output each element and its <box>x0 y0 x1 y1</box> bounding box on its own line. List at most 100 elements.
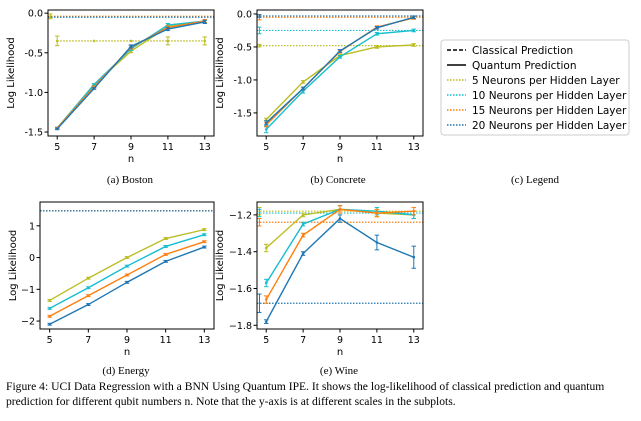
subplot-label: (d) Energy <box>102 365 150 377</box>
series-line-15-quantum <box>265 208 414 300</box>
data-point <box>48 315 51 318</box>
legend-box <box>440 39 630 136</box>
y-tick-label: 1 <box>29 221 35 232</box>
x-tick-label: 9 <box>124 335 130 346</box>
x-tick-label: 7 <box>300 142 306 153</box>
data-point <box>264 121 268 125</box>
legend-label: 5 Neurons per Hidden Layer <box>472 75 620 87</box>
x-tick-label: 11 <box>162 142 174 153</box>
series-line-15-quantum <box>265 17 414 126</box>
y-tick-label: −2 <box>21 317 35 328</box>
legend-label: Classical Prediction <box>472 45 573 57</box>
y-tick-label: −1.6 <box>229 284 252 295</box>
x-tick-label: 5 <box>47 335 53 346</box>
data-point <box>164 245 167 248</box>
data-point <box>203 233 206 237</box>
legend: Classical Prediction Quantum Prediction 5 … <box>440 39 630 186</box>
data-point <box>375 26 379 30</box>
subplot-label: (b) Concrete <box>310 174 365 186</box>
y-axis-label: Log Likelihood <box>215 230 226 301</box>
series-line-10-quantum <box>56 20 205 129</box>
data-point <box>203 228 206 231</box>
x-tick-label: 9 <box>128 142 134 153</box>
x-tick-label: 7 <box>85 335 91 346</box>
y-tick-label: -1.0 <box>24 88 43 99</box>
data-point <box>375 211 379 215</box>
y-axis-label: Log Likelihood <box>6 37 17 108</box>
y-tick-label: -1.0 <box>233 75 252 86</box>
data-point <box>203 240 206 243</box>
legend-label: 10 Neurons per Hidden Layer <box>472 90 627 102</box>
data-point <box>264 118 268 121</box>
data-point <box>375 45 379 49</box>
y-tick-label: −1 <box>21 285 35 296</box>
data-point <box>301 222 305 226</box>
data-point <box>87 294 90 297</box>
series-line-15-quantum <box>56 20 205 129</box>
legend-label: Quantum Prediction <box>472 60 577 72</box>
data-point <box>412 43 416 47</box>
data-point <box>92 83 96 86</box>
y-axis-label: Log Likelihood <box>215 37 226 108</box>
data-point <box>164 253 167 256</box>
x-tick-label: 11 <box>160 335 172 346</box>
x-axis-label: n <box>124 347 130 358</box>
y-tick-label: -0.5 <box>24 48 43 59</box>
data-point <box>301 252 305 255</box>
data-point <box>338 55 342 59</box>
data-point <box>164 237 167 240</box>
data-point <box>87 303 90 306</box>
data-point <box>203 39 207 43</box>
y-tick-label: −1.2 <box>229 210 252 221</box>
data-point <box>338 217 342 220</box>
x-axis-label: n <box>128 154 134 165</box>
data-point <box>203 245 206 249</box>
data-point <box>264 128 268 131</box>
data-point <box>48 299 51 302</box>
subplot-4: 5 7 9 11 13 −1.2 −1.4 −1.6 −1.8 n Log Likelihood (e… <box>215 201 424 377</box>
x-tick-label: 11 <box>371 142 383 153</box>
data-point <box>301 213 305 217</box>
series-line-20-quantum <box>56 21 205 130</box>
data-point <box>375 241 379 244</box>
series-line-15-quantum <box>49 241 205 317</box>
legend-label: 20 Neurons per Hidden Layer <box>472 120 627 132</box>
data-point <box>125 264 129 268</box>
x-tick-label: 13 <box>198 335 210 346</box>
series-line-20-quantum <box>265 217 415 322</box>
data-point <box>55 39 59 43</box>
y-tick-label: 0.0 <box>28 9 43 20</box>
subplot-label: (e) Wine <box>320 365 358 377</box>
data-point <box>125 256 129 259</box>
data-point <box>129 39 133 43</box>
data-point <box>264 320 268 323</box>
data-point <box>301 80 305 84</box>
y-tick-label: -0.5 <box>233 42 252 53</box>
x-tick-label: 7 <box>91 142 97 153</box>
data-point <box>166 27 170 31</box>
data-point <box>264 246 268 250</box>
data-point <box>301 233 305 237</box>
data-point <box>338 49 342 53</box>
y-axis-label: Log Likelihood <box>8 230 19 301</box>
axes-frame <box>47 9 215 137</box>
x-tick-label: 9 <box>337 335 343 346</box>
data-point <box>125 273 129 277</box>
axes-frame <box>256 9 424 137</box>
legend-subplot-label: (c) Legend <box>511 174 559 186</box>
legend-label: 15 Neurons per Hidden Layer <box>472 105 627 117</box>
data-point <box>412 255 416 259</box>
data-point <box>412 209 416 213</box>
subplot-1: 5 7 9 11 13 0.0 -0.5 -1.0 -1.5 n Log Likelihood (a)… <box>6 9 215 186</box>
data-point <box>412 15 416 19</box>
data-point <box>301 89 305 93</box>
subplot-label: (a) Boston <box>107 174 154 186</box>
data-point <box>412 29 416 32</box>
data-point <box>264 298 268 301</box>
data-point <box>48 307 51 310</box>
data-point <box>125 281 129 284</box>
y-tick-label: −1.8 <box>229 321 252 332</box>
x-tick-label: 7 <box>300 335 306 346</box>
x-axis-label: n <box>337 347 343 358</box>
